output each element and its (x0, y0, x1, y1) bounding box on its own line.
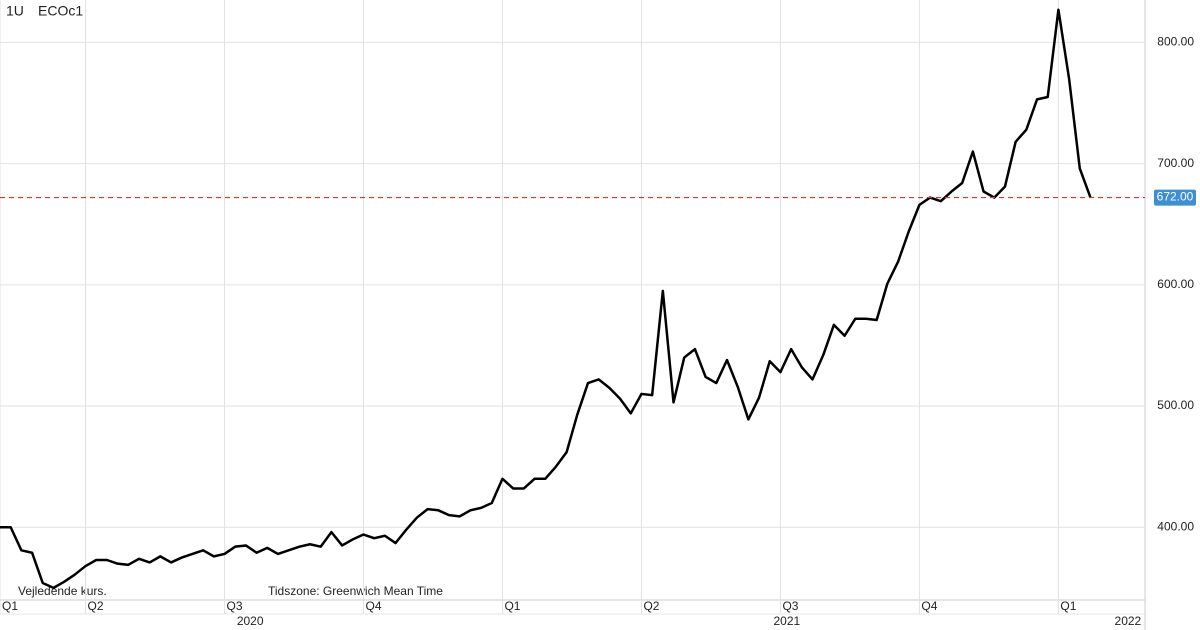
x-tick-label: Q3 (227, 599, 243, 613)
x-tick-label: Q2 (643, 599, 659, 613)
y-tick-label: 600.00 (1157, 277, 1194, 291)
x-tick-label: Q1 (504, 599, 520, 613)
y-tick-label: 500.00 (1157, 398, 1194, 412)
year-label: 2020 (237, 614, 264, 628)
y-tick-label: 800.00 (1157, 35, 1194, 49)
x-tick-label: Q4 (365, 599, 381, 613)
current-price-box (1154, 189, 1196, 206)
price-line (0, 8, 1092, 590)
year-label: 2022 (1115, 614, 1142, 628)
y-tick-label: 400.00 (1157, 519, 1194, 533)
interval: 1U (6, 3, 24, 19)
x-tick-label: Q1 (1060, 599, 1076, 613)
x-tick-label: Q2 (88, 599, 104, 613)
symbol: ECOc1 (38, 3, 83, 19)
note: Vejledende kurs. (18, 584, 107, 598)
current-price-label: 672.00 (1157, 190, 1194, 204)
y-tick-label: 700.00 (1157, 156, 1194, 170)
x-tick-label: Q4 (921, 599, 937, 613)
x-tick-label: Q3 (782, 599, 798, 613)
note: Tidszone: Greenwich Mean Time (268, 584, 443, 598)
x-tick-label: Q1 (2, 599, 18, 613)
year-label: 2021 (774, 614, 801, 628)
